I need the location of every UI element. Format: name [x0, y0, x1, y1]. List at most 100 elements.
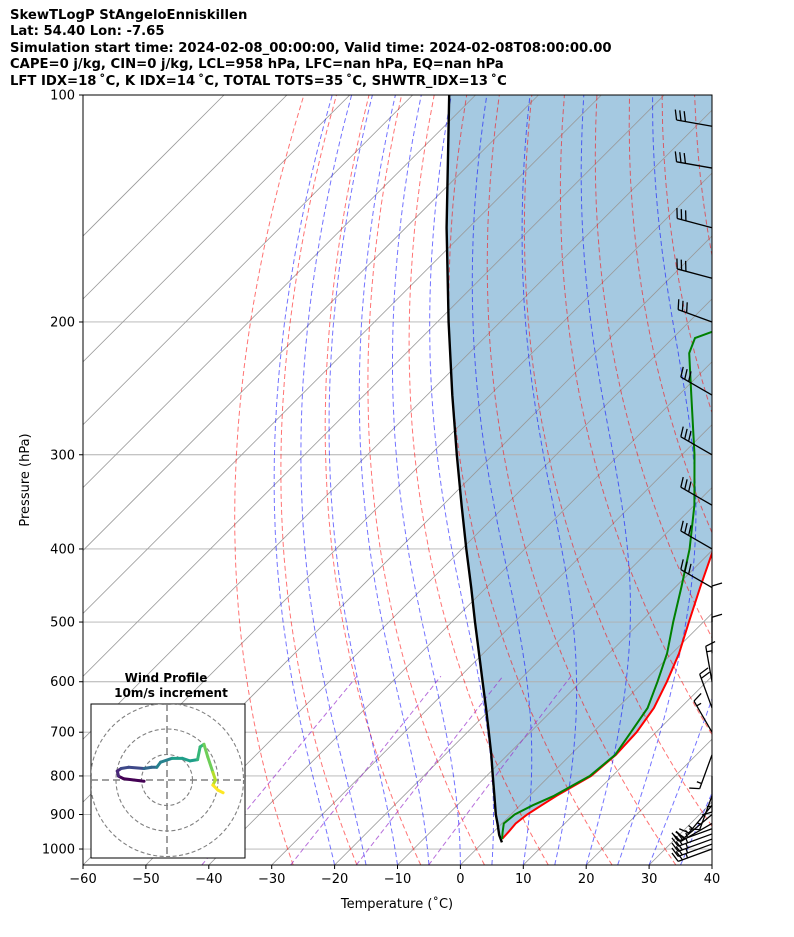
chart-title: SkewTLogP StAngeloEnniskillen: [10, 8, 248, 23]
wind-barb-staff: [693, 700, 713, 733]
hodograph-segment: [196, 745, 202, 762]
wind-barb-flag: [679, 152, 682, 163]
moist-adiabat: [358, 95, 430, 865]
hodograph-segment: [202, 742, 210, 759]
wind-barb-half-flag: [696, 822, 702, 826]
mixing-ratio-line: [428, 675, 572, 865]
wind-barb-flag: [689, 787, 700, 790]
wind-barb-flag: [684, 479, 688, 490]
wind-barb-flag: [687, 371, 692, 382]
wind-barbs: [671, 109, 723, 862]
isotherm-line: [83, 95, 539, 552]
pressure-tick-label: 300: [50, 448, 75, 463]
temperature-tick-label: −10: [384, 872, 411, 887]
hodograph-segment: [122, 777, 136, 782]
wind-barb-flag: [700, 671, 710, 679]
plot-area: [83, 95, 794, 865]
wind-barb: [705, 641, 716, 682]
location-line: Lat: 54.40 Lon: -7.65: [10, 24, 165, 40]
moist-adiabat: [429, 95, 494, 865]
moist-adiabat: [580, 95, 631, 865]
wind-barb-staff: [680, 822, 713, 843]
pressure-tick-label: 1000: [42, 843, 75, 858]
dry-adiabat: [594, 95, 712, 639]
wind-barb-staff: [676, 161, 713, 169]
wind-barb-flag: [680, 559, 684, 570]
wind-barb: [680, 520, 713, 550]
isotherm-line: [334, 487, 712, 865]
mixing-ratio-line: [355, 675, 504, 865]
pressure-tick-label: 200: [50, 315, 75, 330]
wind-barb-flag: [684, 522, 688, 534]
time-line: Simulation start time: 2024-02-08_00:00:…: [10, 40, 612, 56]
wind-barb-flag: [671, 852, 679, 862]
wind-barb-flag: [711, 613, 723, 618]
moist-adiabat: [273, 95, 336, 865]
dry-adiabat: [559, 95, 712, 736]
wind-barb-flag: [699, 667, 709, 675]
wind-barb-flag: [684, 368, 688, 380]
dry-adiabat: [234, 95, 305, 865]
wind-barb-flag: [687, 563, 692, 575]
hodograph-segment: [216, 788, 225, 795]
wind-barb: [689, 795, 713, 831]
wind-barb-staff: [677, 848, 713, 862]
wind-barb-staff: [680, 530, 713, 550]
wind-barb-flag: [680, 476, 684, 488]
wind-barb-flag: [687, 481, 692, 492]
wind-barb-flag: [683, 111, 687, 122]
wind-barb-flag: [705, 641, 716, 647]
wind-barb: [680, 366, 713, 396]
hodograph-segment: [159, 756, 174, 764]
x-axis-label: Temperature (˚C): [340, 896, 453, 912]
wind-barb-flag: [674, 151, 678, 162]
wind-barb: [677, 299, 713, 323]
moist-adiabat: [471, 95, 533, 865]
wind-barb-flag: [671, 837, 679, 847]
wind-barb: [699, 667, 713, 709]
wind-barb-half-flag: [706, 650, 712, 653]
dry-adiabat: [280, 95, 358, 865]
temperature-tick-label: −40: [195, 872, 222, 887]
hodograph-segment: [132, 778, 146, 783]
wind-barb-staff: [676, 119, 713, 127]
isotherm-line: [83, 95, 476, 489]
wind-barb-half-flag: [688, 824, 693, 830]
wind-barb-flag: [693, 693, 702, 702]
wind-barb-staff: [705, 646, 713, 682]
wind-barb: [676, 258, 713, 279]
wind-barb: [680, 476, 713, 506]
wind-barb-flag: [689, 828, 700, 831]
dry-adiabat: [367, 95, 485, 865]
moist-adiabat: [392, 95, 461, 865]
isotherm-line: [711, 864, 712, 865]
moist-adiabat: [617, 95, 697, 865]
temperature-tick-label: 20: [578, 872, 595, 887]
hodograph-title: Wind Profile: [125, 671, 208, 685]
wind-barb-staff: [677, 838, 713, 852]
moist-adiabat: [521, 95, 578, 865]
wind-barb-flag: [683, 152, 687, 164]
isotherm-line: [83, 95, 288, 300]
wind-barb-flag: [687, 525, 692, 536]
hodograph-frame: [90, 703, 246, 859]
dry-adiabat: [727, 95, 794, 865]
dry-adiabat: [523, 95, 712, 828]
wind-barb: [679, 804, 713, 834]
isotherm-line: [83, 109, 712, 740]
isotherm-line: [83, 95, 225, 237]
wind-barb-staff: [677, 309, 713, 323]
temperature-tick-label: −20: [321, 872, 348, 887]
isotherm-line: [271, 424, 712, 865]
wind-barb: [676, 208, 713, 229]
wind-barb-staff: [677, 833, 713, 847]
wind-barb-half-flag: [696, 781, 702, 785]
wind-barb-flag: [677, 299, 680, 310]
pressure-tick-label: 900: [50, 808, 75, 823]
moist-adiabat: [680, 791, 712, 865]
dewpoint-profile-line: [501, 330, 712, 840]
wind-barb-staff: [677, 843, 713, 857]
isotherm-line: [83, 95, 602, 614]
temperature-tick-label: −50: [132, 872, 159, 887]
